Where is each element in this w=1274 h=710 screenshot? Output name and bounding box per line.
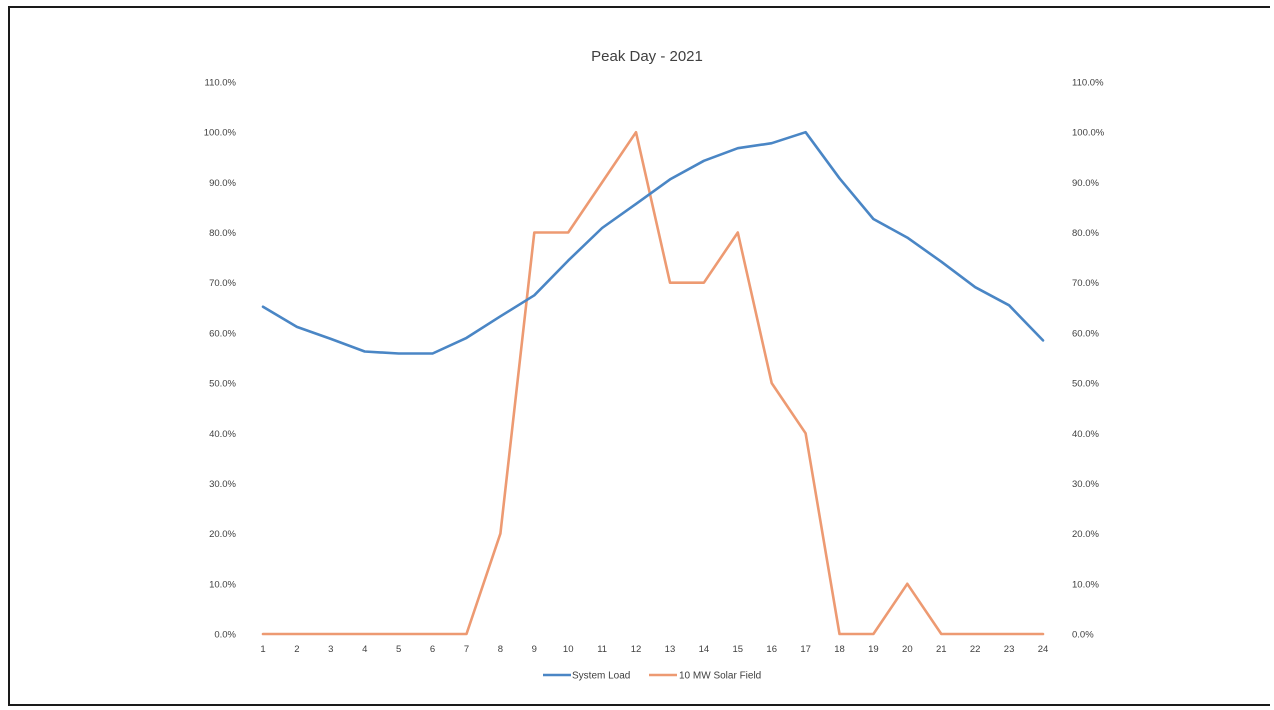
x-tick-label: 18 — [834, 644, 845, 655]
x-tick-label: 6 — [430, 644, 435, 655]
x-tick-label: 4 — [362, 644, 367, 655]
x-tick-label: 11 — [597, 644, 607, 655]
x-tick-label: 10 — [563, 644, 574, 655]
y-tick-label-left: 90.0% — [209, 178, 236, 189]
series-layer — [261, 130, 1045, 636]
y-tick-label-right: 90.0% — [1072, 178, 1099, 189]
x-tick-label: 8 — [498, 644, 503, 655]
y-tick-label-right: 50.0% — [1072, 379, 1099, 390]
y-tick-label-left: 70.0% — [209, 278, 236, 289]
x-tick-label: 17 — [800, 644, 811, 655]
x-tick-label: 15 — [732, 644, 743, 655]
series-line-solar-field — [261, 130, 1045, 636]
chart-title: Peak Day - 2021 — [591, 48, 703, 65]
x-tick-label: 24 — [1038, 644, 1049, 655]
x-tick-label: 20 — [902, 644, 913, 655]
y-tick-label-left: 110.0% — [204, 78, 236, 89]
y-tick-label-left: 0.0% — [214, 630, 236, 641]
x-tick-label: 9 — [532, 644, 537, 655]
y-tick-label-right: 80.0% — [1072, 228, 1099, 239]
chart-frame — [8, 6, 1270, 706]
x-tick-label: 3 — [328, 644, 333, 655]
x-tick-label: 12 — [631, 644, 642, 655]
y-tick-label-left: 60.0% — [209, 328, 236, 339]
y-tick-label-right: 40.0% — [1072, 429, 1099, 440]
y-tick-label-left: 40.0% — [209, 429, 236, 440]
x-tick-label: 13 — [665, 644, 676, 655]
y-tick-label-right: 30.0% — [1072, 479, 1099, 490]
y-tick-label-left: 30.0% — [209, 479, 236, 490]
x-axis: 1 2 3 4 5 6 7 8 9 10 11 12 13 14 15 16 17 18 19 20 21 22 23 24 — [260, 644, 1048, 655]
legend-label: System Load — [572, 671, 630, 682]
x-tick-label: 5 — [396, 644, 401, 655]
x-tick-label: 21 — [936, 644, 947, 655]
x-tick-label: 16 — [766, 644, 777, 655]
x-tick-label: 2 — [294, 644, 299, 655]
x-tick-label: 19 — [868, 644, 879, 655]
legend: System Load 10 MW Solar Field — [543, 671, 761, 682]
right-y-axis: 0.0% 10.0% 20.0% 30.0% 40.0% 50.0% 60.0% 70.0% 8… — [1072, 78, 1105, 641]
y-tick-label-left: 50.0% — [209, 379, 236, 390]
y-tick-label-right: 60.0% — [1072, 328, 1099, 339]
y-tick-label-right: 70.0% — [1072, 278, 1099, 289]
legend-label: 10 MW Solar Field — [679, 671, 761, 682]
y-tick-label-left: 20.0% — [209, 529, 236, 540]
x-tick-label: 14 — [699, 644, 710, 655]
x-tick-label: 22 — [970, 644, 981, 655]
y-tick-label-right: 100.0% — [1072, 128, 1105, 139]
y-tick-label-left: 10.0% — [209, 579, 236, 590]
x-tick-label: 7 — [464, 644, 469, 655]
x-tick-label: 1 — [260, 644, 265, 655]
y-tick-label-right: 10.0% — [1072, 579, 1099, 590]
x-tick-label: 23 — [1004, 644, 1015, 655]
y-tick-label-left: 80.0% — [209, 228, 236, 239]
y-tick-label-right: 0.0% — [1072, 630, 1094, 641]
y-tick-label-right: 20.0% — [1072, 529, 1099, 540]
left-y-axis: 0.0% 10.0% 20.0% 30.0% 40.0% 50.0% 60.0% 70.0% 8… — [204, 78, 237, 641]
y-tick-label-right: 110.0% — [1072, 78, 1104, 89]
y-tick-label-left: 100.0% — [204, 128, 237, 139]
series-line-system-load — [261, 130, 1045, 355]
